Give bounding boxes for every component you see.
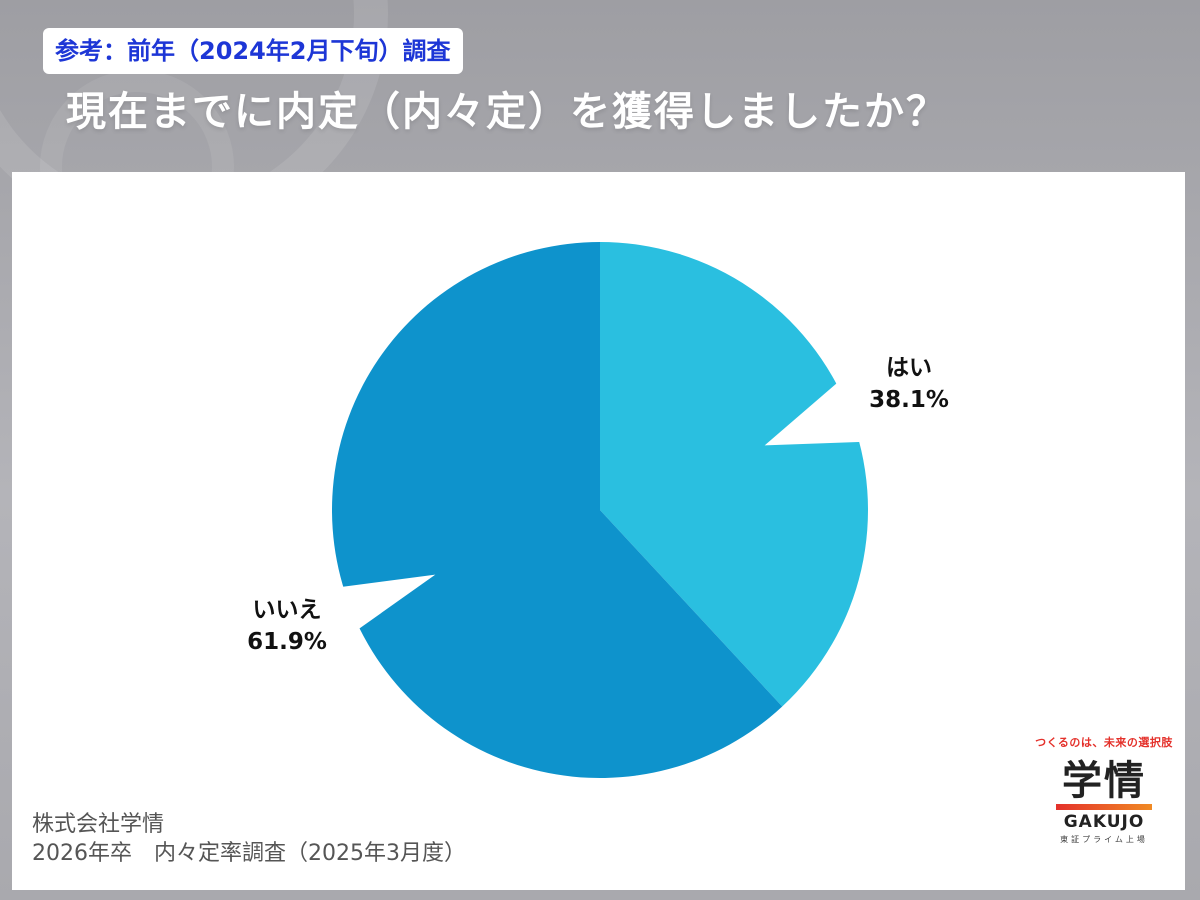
callout-pointer-0 [764, 379, 866, 446]
pie-slice-no [332, 242, 783, 778]
slice-name-yes: はい [886, 355, 932, 381]
pie-chart [332, 242, 869, 778]
logo-english: GAKUJO [1063, 812, 1145, 832]
question-title: 現在までに内定（内々定）を獲得しましたか？ [66, 89, 948, 135]
callout-pointer-1 [337, 574, 436, 632]
slice-label-no: いいえ 61.9% [232, 594, 342, 658]
logo-listing: 東証プライム上場 [1060, 835, 1148, 844]
reference-tag: 参考：前年（2024年2月下旬）調査 [43, 28, 463, 74]
slice-label-yes: はい 38.1% [854, 352, 964, 416]
slice-name-no: いいえ [252, 597, 322, 623]
slice-value-yes: 38.1% [869, 387, 949, 413]
source-note: 株式会社学情 2026年卒 内々定率調査（2025年3月度） [32, 810, 466, 868]
chart-panel: はい 38.1% いいえ 61.9% [12, 172, 1185, 890]
source-survey: 2026年卒 内々定率調査（2025年3月度） [32, 841, 466, 866]
logo-kanji: 学情 [1062, 758, 1146, 804]
slice-value-no: 61.9% [247, 629, 327, 655]
source-company: 株式会社学情 [32, 812, 165, 837]
logo-accent-bar [1056, 804, 1152, 810]
logo-tagline: つくるのは、未来の選択肢 [1035, 736, 1173, 749]
pie-slice-yes [600, 242, 869, 707]
gakujo-logo: つくるのは、未来の選択肢 学情 GAKUJO 東証プライム上場 [1024, 734, 1184, 864]
